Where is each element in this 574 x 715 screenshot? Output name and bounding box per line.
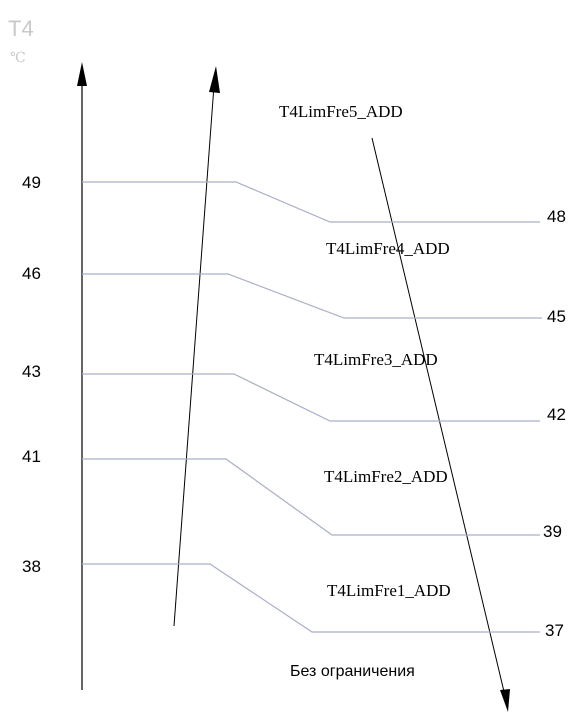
right-threshold-label: 39 xyxy=(543,522,562,541)
right-threshold-label: 48 xyxy=(547,207,566,226)
left-threshold-label: 43 xyxy=(22,362,41,381)
rising-arrow-head-icon xyxy=(209,66,220,93)
threshold-line-4 xyxy=(82,273,542,319)
left-threshold-label: 41 xyxy=(22,447,41,466)
zone-label: T4LimFre1_ADD xyxy=(327,581,451,600)
threshold-line-5 xyxy=(82,181,540,223)
right-threshold-label: 45 xyxy=(547,307,566,326)
threshold-line-2 xyxy=(82,458,540,536)
threshold-line-1 xyxy=(82,563,540,633)
zone-label: T4LimFre3_ADD xyxy=(314,350,438,369)
left-threshold-label: 38 xyxy=(22,557,41,576)
zone-label: T4LimFre2_ADD xyxy=(324,467,448,486)
left-threshold-label: 49 xyxy=(22,173,41,192)
vertical-axis-arrow-icon xyxy=(77,62,87,86)
zone-label: T4LimFre4_ADD xyxy=(326,239,450,258)
no-limit-label: Без ограничения xyxy=(290,663,415,680)
right-threshold-label: 42 xyxy=(547,405,566,424)
right-threshold-label: 37 xyxy=(545,621,564,640)
axis-title: T4 xyxy=(8,16,34,41)
falling-arrow-head-icon xyxy=(500,689,510,712)
axis-unit: ℃ xyxy=(10,51,26,66)
falling-temperature-arrow xyxy=(371,137,507,701)
threshold-line-3 xyxy=(82,373,540,422)
rising-temperature-arrow xyxy=(173,71,216,627)
left-threshold-label: 46 xyxy=(22,264,41,283)
zone-label: T4LimFre5_ADD xyxy=(279,102,403,121)
